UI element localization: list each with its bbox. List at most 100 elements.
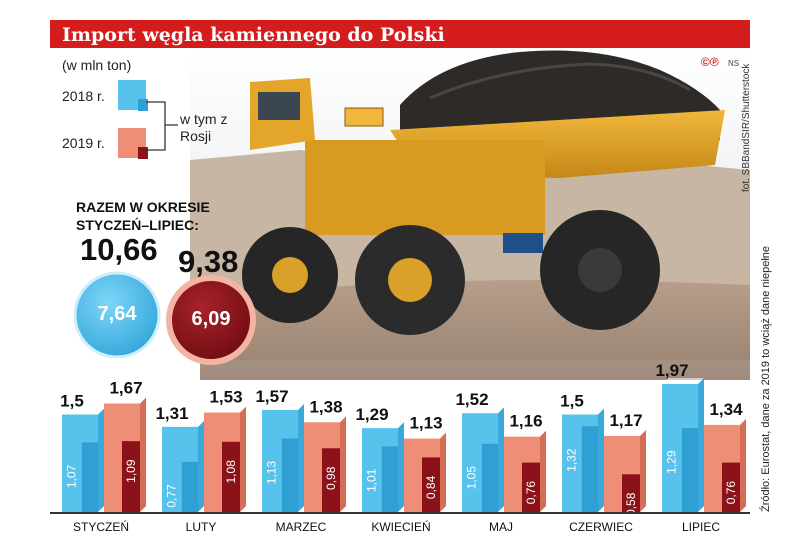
bar-2019-top bbox=[504, 430, 546, 437]
truck-window bbox=[258, 92, 300, 120]
truck-hub bbox=[388, 258, 432, 302]
category-label: MAJ bbox=[489, 520, 513, 534]
bar-2018-russia bbox=[281, 438, 298, 512]
bar-2019-top bbox=[604, 429, 646, 436]
bar-2019-side bbox=[140, 397, 146, 512]
bar-2018-side bbox=[198, 420, 204, 512]
source-note: Źródło: Eurostat, dane za 2019 to wciąż … bbox=[760, 245, 772, 512]
russia-label-2018: 1,01 bbox=[365, 468, 379, 492]
category-label: LIPIEC bbox=[682, 520, 720, 534]
bar-2019-russia bbox=[722, 462, 740, 512]
bar-2018-russia bbox=[381, 446, 398, 512]
bar-2018-top bbox=[462, 407, 504, 414]
value-label-2019: 1,67 bbox=[109, 378, 142, 397]
value-label-2019: 1,13 bbox=[409, 414, 442, 433]
bar-2018-top bbox=[662, 377, 704, 384]
bar-2018-side bbox=[498, 407, 504, 512]
russia-label-2018: 0,77 bbox=[165, 484, 179, 508]
bubble-label-russia-2019: 6,09 bbox=[191, 308, 231, 330]
truck-number-plate-front bbox=[503, 233, 543, 253]
bar-2018-russia bbox=[681, 428, 698, 512]
bar-2019-russia bbox=[422, 457, 440, 512]
bar-2018-side bbox=[98, 408, 104, 512]
value-label-2018: 1,31 bbox=[155, 404, 188, 423]
bar-2019-top bbox=[104, 397, 146, 404]
russia-label-2019: 0,76 bbox=[524, 481, 538, 505]
bar-2019-side bbox=[640, 429, 646, 512]
truck-number-plate-top bbox=[344, 107, 384, 127]
russia-label-2019: 1,09 bbox=[124, 459, 138, 483]
value-label-2018: 1,29 bbox=[355, 405, 388, 424]
bar-2019-top bbox=[704, 418, 746, 425]
bar-2019-russia bbox=[622, 474, 640, 512]
bar-2018-top bbox=[362, 422, 404, 429]
value-label-2019: 1,38 bbox=[309, 397, 342, 416]
russia-label-2019: 0,58 bbox=[624, 492, 638, 516]
bar-2018-top bbox=[562, 408, 604, 415]
bar-2018-side bbox=[598, 408, 604, 512]
bar-2019-russia bbox=[522, 462, 540, 512]
russia-label-2018: 1,13 bbox=[265, 461, 279, 485]
value-label-2019: 1,53 bbox=[209, 388, 242, 407]
bar-chart: 1,5 1,67 1,07 1,09 STYCZEŃ 1,31 1,53 0,77 1,08 LU… bbox=[60, 361, 746, 534]
total-2019: 9,38 bbox=[178, 244, 239, 279]
bar-2018-russia bbox=[581, 426, 598, 512]
bar-2018-top bbox=[62, 408, 104, 415]
legend-note: w tym z Rosji bbox=[180, 111, 228, 144]
photo-credit: fot. SBBandSIR/Shutterstock bbox=[741, 63, 752, 192]
bar-2019-russia bbox=[322, 448, 340, 512]
bubble-label-russia-2018: 7,64 bbox=[97, 303, 137, 325]
unit-label: (w mln ton) bbox=[62, 57, 132, 73]
value-label-2019: 1,34 bbox=[709, 400, 743, 419]
bar-2019-side bbox=[340, 416, 346, 512]
value-label-2019: 1,17 bbox=[609, 411, 642, 430]
bar-2018-top bbox=[262, 403, 304, 410]
russia-label-2018: 1,32 bbox=[565, 448, 579, 472]
value-label-2019: 1,16 bbox=[509, 412, 542, 431]
legend-swatch-2018 bbox=[118, 80, 148, 111]
bar-2018-side bbox=[398, 422, 404, 512]
category-label: KWIECIEŃ bbox=[371, 519, 430, 534]
bar-2019-top bbox=[204, 406, 246, 413]
bar-2018-side bbox=[298, 403, 304, 512]
legend-label-2019: 2019 r. bbox=[62, 135, 105, 151]
legend-swatch-2019 bbox=[118, 128, 148, 159]
bar-2019-side bbox=[240, 406, 246, 512]
bar-2019-side bbox=[440, 432, 446, 512]
category-label: STYCZEŃ bbox=[73, 519, 129, 534]
totals-heading: RAZEM W OKRESIE STYCZEŃ–LIPIEC: bbox=[76, 199, 210, 233]
author-initials: NS bbox=[728, 59, 740, 68]
bar-2018-side bbox=[698, 377, 704, 512]
x-axis-baseline bbox=[50, 512, 750, 514]
category-label: MARZEC bbox=[276, 520, 327, 534]
value-label-2018: 1,5 bbox=[60, 392, 84, 411]
bar-2018-russia bbox=[481, 443, 498, 512]
bar-2019-top bbox=[404, 432, 446, 439]
russia-label-2018: 1,07 bbox=[65, 464, 79, 488]
legend-label-2018: 2018 r. bbox=[62, 88, 105, 104]
bar-2018-russia bbox=[81, 442, 98, 512]
coal-texture bbox=[429, 62, 691, 100]
publisher-logo: ©℗ bbox=[701, 55, 719, 69]
value-label-2018: 1,5 bbox=[560, 392, 584, 411]
bubble-russia-2018 bbox=[73, 271, 161, 359]
russia-label-2018: 1,05 bbox=[465, 466, 479, 490]
category-label: CZERWIEC bbox=[569, 520, 633, 534]
bar-2018-russia bbox=[181, 461, 198, 512]
chart-title: Import węgla kamiennego do Polski bbox=[62, 24, 445, 46]
truck-hub bbox=[578, 248, 622, 292]
bar-2019-side bbox=[540, 430, 546, 512]
total-2018: 10,66 bbox=[80, 232, 158, 267]
bar-2019-side bbox=[740, 418, 746, 512]
bubble-russia-2019 bbox=[166, 275, 256, 365]
value-label-2018: 1,97 bbox=[655, 361, 688, 380]
russia-label-2019: 0,84 bbox=[424, 475, 438, 499]
russia-label-2018: 1,29 bbox=[665, 450, 679, 474]
bar-2019-russia bbox=[122, 441, 140, 512]
bar-2019-top bbox=[304, 416, 346, 423]
legend-bracket bbox=[146, 101, 178, 151]
bar-2018-top bbox=[162, 420, 204, 427]
russia-label-2019: 0,98 bbox=[324, 466, 338, 490]
